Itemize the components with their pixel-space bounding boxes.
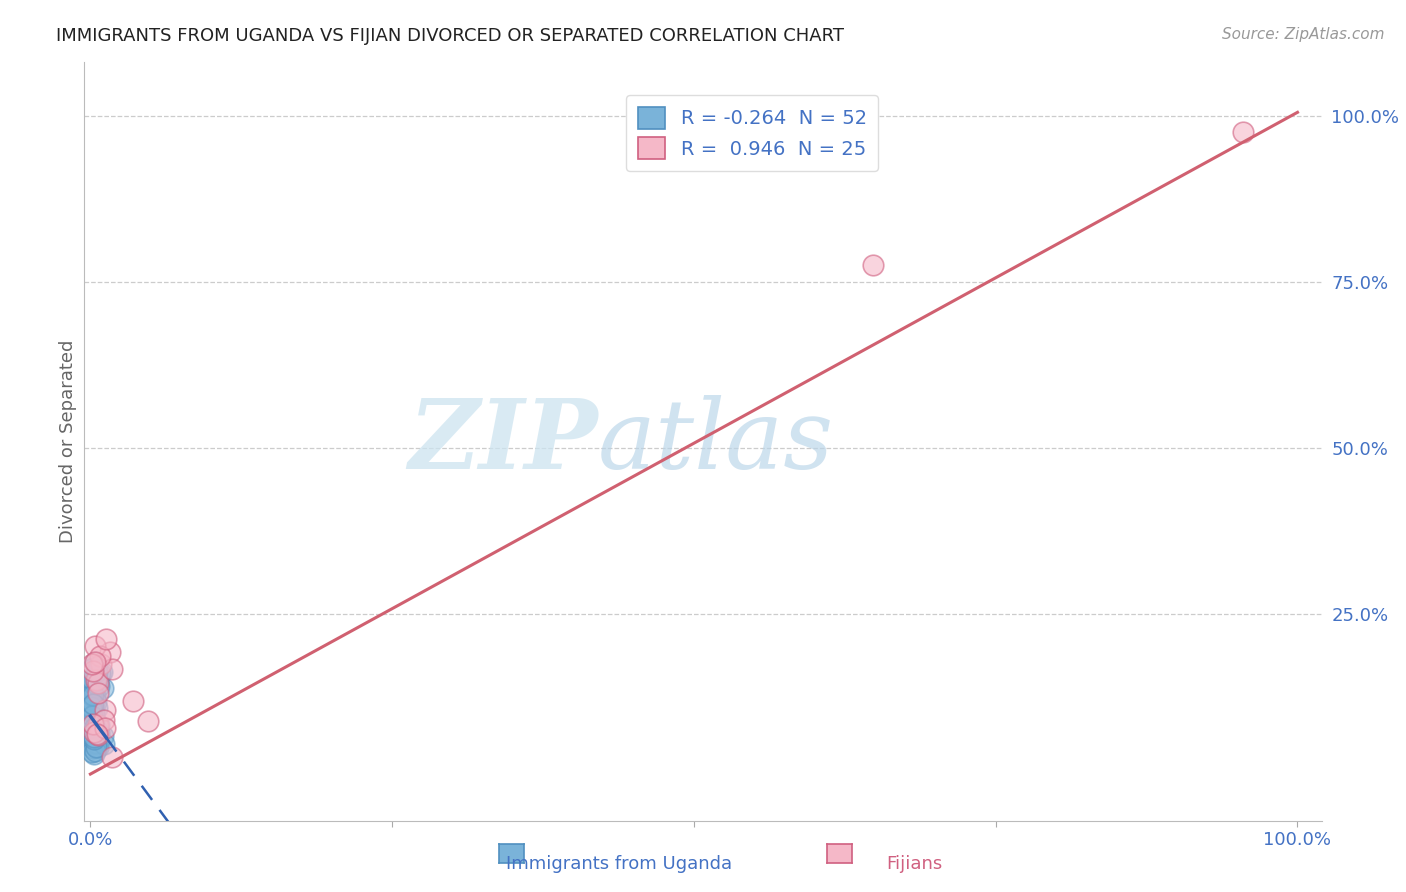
Point xyxy=(87,728,110,742)
Point xyxy=(89,718,111,732)
Text: Fijians: Fijians xyxy=(886,855,942,872)
Point xyxy=(91,665,114,679)
Point xyxy=(82,675,104,690)
Point xyxy=(93,713,115,727)
Point xyxy=(84,736,107,750)
Point xyxy=(82,741,104,756)
Point xyxy=(82,698,104,713)
Text: Immigrants from Uganda: Immigrants from Uganda xyxy=(506,855,731,872)
Point xyxy=(80,672,103,686)
Point xyxy=(84,663,107,677)
Point xyxy=(86,666,108,681)
Point xyxy=(83,703,105,717)
Point xyxy=(83,671,105,685)
Text: ZIP: ZIP xyxy=(408,394,598,489)
Point xyxy=(80,679,103,693)
Point xyxy=(83,732,105,747)
Point xyxy=(86,673,108,687)
Point xyxy=(93,703,115,717)
Point xyxy=(86,701,108,715)
Point xyxy=(80,675,103,690)
Point xyxy=(83,725,105,739)
Point xyxy=(94,721,117,735)
Point xyxy=(83,707,105,722)
Point xyxy=(86,716,108,731)
Point xyxy=(82,676,104,690)
Point xyxy=(82,697,104,711)
Point xyxy=(82,688,104,702)
Point xyxy=(80,699,103,714)
Point xyxy=(83,730,105,744)
Point xyxy=(82,745,104,759)
Point xyxy=(79,718,101,732)
Point xyxy=(1232,125,1254,139)
Point xyxy=(84,640,107,654)
Text: IMMIGRANTS FROM UGANDA VS FIJIAN DIVORCED OR SEPARATED CORRELATION CHART: IMMIGRANTS FROM UGANDA VS FIJIAN DIVORCE… xyxy=(56,27,844,45)
Text: 100.0%: 100.0% xyxy=(1264,830,1331,848)
Point xyxy=(87,675,110,690)
Point xyxy=(83,716,105,731)
Point xyxy=(89,648,111,663)
Point xyxy=(82,688,104,702)
Point xyxy=(82,714,104,728)
Point xyxy=(79,688,101,702)
Point xyxy=(86,740,108,755)
Point xyxy=(86,686,108,700)
Point xyxy=(121,694,143,708)
Text: Source: ZipAtlas.com: Source: ZipAtlas.com xyxy=(1222,27,1385,42)
Point xyxy=(82,664,104,678)
Point xyxy=(84,673,107,688)
Point xyxy=(86,726,108,740)
Point xyxy=(82,657,104,672)
Point xyxy=(82,736,104,750)
Point xyxy=(86,676,108,690)
Point xyxy=(84,677,107,691)
Point xyxy=(94,632,117,646)
Text: atlas: atlas xyxy=(598,394,834,489)
Point xyxy=(80,709,103,723)
Point xyxy=(83,720,105,734)
Point xyxy=(138,714,160,728)
Point xyxy=(87,718,110,732)
Point xyxy=(93,737,115,751)
Point xyxy=(83,655,105,669)
Legend: R = -0.264  N = 52, R =  0.946  N = 25: R = -0.264 N = 52, R = 0.946 N = 25 xyxy=(626,95,879,171)
Point xyxy=(84,744,107,758)
Point xyxy=(84,739,107,754)
Text: 0.0%: 0.0% xyxy=(67,830,112,848)
Point xyxy=(101,662,124,676)
Point xyxy=(91,681,114,696)
Point xyxy=(82,681,104,695)
Point xyxy=(83,747,105,761)
Point xyxy=(84,723,107,738)
Point xyxy=(82,660,104,674)
Point xyxy=(87,679,110,693)
Point xyxy=(87,740,110,755)
Point xyxy=(83,655,105,669)
Point xyxy=(862,258,884,272)
Point xyxy=(98,645,121,659)
Point xyxy=(91,729,114,743)
Point xyxy=(89,665,111,680)
Point xyxy=(82,717,104,731)
Point xyxy=(86,664,108,678)
Point xyxy=(87,726,110,740)
Point xyxy=(101,750,124,764)
Point xyxy=(83,689,105,703)
Point xyxy=(84,695,107,709)
Y-axis label: Divorced or Separated: Divorced or Separated xyxy=(59,340,77,543)
Point xyxy=(90,657,112,672)
